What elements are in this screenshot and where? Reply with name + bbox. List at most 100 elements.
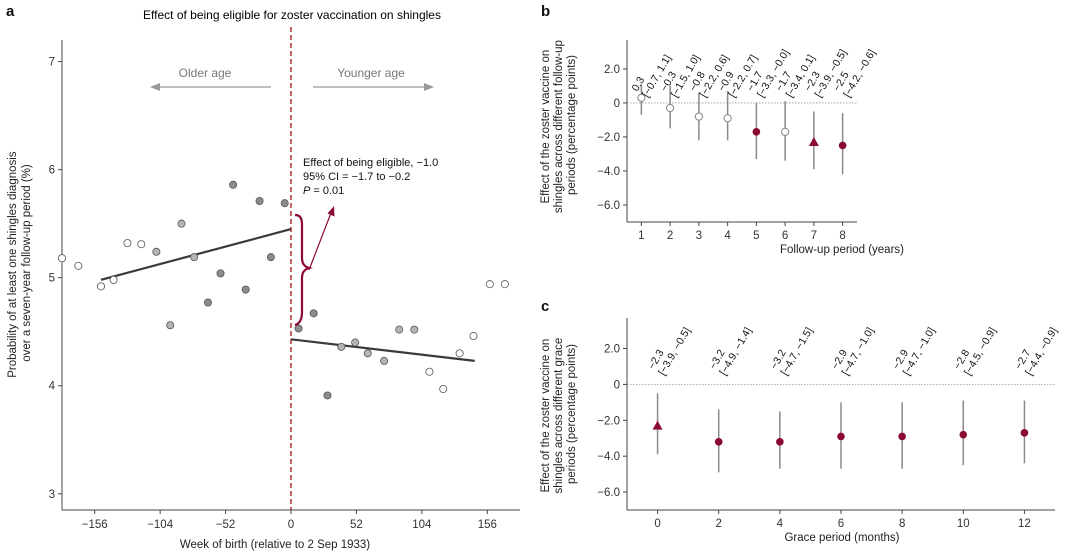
birth-week-point xyxy=(395,325,404,334)
panel-b-label: b xyxy=(541,3,550,20)
panel-c-estimate-label: −2.3[−3.9, −0.5] xyxy=(646,319,693,377)
birth-week-point xyxy=(166,321,175,330)
panel-a-x-tick-label: −104 xyxy=(147,519,174,531)
panel-b-estimate-point xyxy=(666,103,675,113)
birth-week-point xyxy=(97,282,106,291)
panel-c-estimate-label: −2.7[−4.4, −0.9] xyxy=(1013,319,1060,377)
birth-week-point xyxy=(152,247,161,256)
birth-week-point xyxy=(500,280,509,289)
panel-b-y-tick-label: −6.0 xyxy=(597,200,620,212)
younger-age-label: Younger age xyxy=(337,66,405,80)
panel-c-estimate-label: −2.8[−4.5, −0.9] xyxy=(951,319,998,377)
panel-b-x-tick-label: 3 xyxy=(696,230,702,242)
birth-week-point xyxy=(109,275,118,284)
panel-b-x-tick-label: 5 xyxy=(753,230,759,242)
panel-a-y-tick-label: 3 xyxy=(49,489,55,501)
birth-week-point xyxy=(177,219,186,228)
panel-c-ylabel-line-3: periods (percentage points) xyxy=(566,344,578,484)
panel-c-x-tick-label: 2 xyxy=(716,518,722,530)
panel-c-estimate-point xyxy=(776,438,784,446)
panel-b-x-tick-label: 7 xyxy=(811,230,817,242)
effect-annotation-line-1: Effect of being eligible, −1.0 xyxy=(303,157,438,169)
panel-c-xlabel: Grace period (months) xyxy=(784,532,899,544)
panel-a-points xyxy=(58,180,509,400)
effect-annotation-line-2: 95% CI = −1.7 to −0.2 xyxy=(303,171,410,183)
panel-b-x-tick-label: 2 xyxy=(667,230,673,242)
younger-age-arrow xyxy=(313,83,434,91)
panel-a-y-tick-label: 4 xyxy=(49,381,56,393)
panel-c-x-tick-label: 8 xyxy=(899,518,905,530)
panel-b-x-tick-label: 8 xyxy=(839,230,845,242)
panel-c-estimate-label: −3.2[−4.7, −1.5] xyxy=(768,319,815,377)
panel-c-estimate-point xyxy=(714,438,723,446)
panel-c-estimate-point xyxy=(898,432,906,441)
birth-week-point xyxy=(255,196,264,205)
birth-week-point xyxy=(216,269,225,278)
panel-a-label: a xyxy=(6,3,15,20)
p-symbol: P xyxy=(303,185,311,197)
panel-c-estimate-triangle xyxy=(652,420,663,430)
birth-week-point xyxy=(410,325,419,334)
panel-a-y-tick-label: 5 xyxy=(49,273,55,285)
birth-week-point xyxy=(363,349,372,358)
birth-week-point xyxy=(74,261,83,270)
panel-a-title: Effect of being eligible for zoster vacc… xyxy=(143,8,441,22)
panel-c-x-tick-label: 0 xyxy=(654,518,660,530)
panel-b: b Effect of the zoster vaccine on shingl… xyxy=(540,3,904,256)
panel-c-x-tick-label: 6 xyxy=(838,518,844,530)
panel-a-ylabel: Probability of at least one shingles dia… xyxy=(7,148,33,378)
panel-c-estimate-label: −2.9[−4.7, −1.0] xyxy=(890,319,937,377)
panel-b-xlabel: Follow-up period (years) xyxy=(780,244,904,256)
fit-line-younger xyxy=(290,338,475,362)
panel-c-ylabel-line-2: shingles across different grace xyxy=(553,338,565,494)
birth-week-point xyxy=(241,285,250,294)
panel-c-x-tick-label: 10 xyxy=(957,518,970,530)
birth-week-point xyxy=(425,367,434,376)
panel-a-x-tick-label: 104 xyxy=(412,519,432,531)
panel-a-axes: 3 4 5 6 7 −156 −104 −52 0 52 104 156 xyxy=(49,27,520,531)
effect-annotation-p-value: P = 0.01 xyxy=(303,185,344,197)
birth-week-point xyxy=(351,338,360,347)
panel-c: c Effect of the zoster vaccine on shingl… xyxy=(540,298,1060,544)
older-age-arrow xyxy=(150,83,271,91)
panel-b-ylabel-line-1: Effect of the zoster vaccine on xyxy=(540,50,552,204)
panel-b-x-tick-label: 1 xyxy=(638,230,644,242)
panel-b-plot: 2.00−2.0−4.0−6.01 2 3 4 5 6 7 80.3[−0.7, 1.1]−0… xyxy=(597,40,878,242)
panel-b-y-tick-label: 2.0 xyxy=(604,64,620,76)
panel-b-x-tick-label: 6 xyxy=(782,230,788,242)
panel-b-y-tick-label: −2.0 xyxy=(597,132,620,144)
birth-week-point xyxy=(58,254,67,263)
panel-a-x-tick-label: 52 xyxy=(350,519,363,531)
panel-c-plot: 2.0 0 −2.0 −4.0 −6.0 0 2 4 6 8 10 12 −2.3[−3.9, −0.5… xyxy=(597,318,1060,530)
panel-a-x-tick-label: −156 xyxy=(82,519,108,531)
panel-a-x-tick-label: −52 xyxy=(216,519,236,531)
birth-week-point xyxy=(203,298,212,307)
birth-week-point xyxy=(266,253,275,262)
birth-week-point xyxy=(123,239,132,248)
panel-b-estimate-triangle xyxy=(808,137,819,147)
panel-b-ylabel-line-2: shingles across different follow-up xyxy=(553,40,565,213)
panel-b-estimate-point xyxy=(752,128,761,136)
panel-c-y-tick-label: −4.0 xyxy=(597,451,620,463)
birth-week-point xyxy=(439,384,448,393)
panel-b-x-tick-label: 4 xyxy=(724,230,731,242)
panel-b-estimate-point xyxy=(781,127,790,136)
panel-c-x-tick-label: 12 xyxy=(1018,518,1031,530)
panel-a: a Effect of being eligible for zoster va… xyxy=(6,3,520,551)
panel-c-ylabel-line-1: Effect of the zoster vaccine on xyxy=(540,339,552,493)
panel-b-ylabel: Effect of the zoster vaccine on shingles… xyxy=(540,37,578,213)
birth-week-point xyxy=(309,309,318,318)
birth-week-point xyxy=(229,180,238,189)
panel-a-y-tick-label: 7 xyxy=(49,57,55,69)
birth-week-point xyxy=(280,199,289,208)
birth-week-point xyxy=(137,240,146,249)
panel-c-estimate-point xyxy=(1020,429,1029,437)
eligibility-effect-brace xyxy=(294,213,313,327)
p-value: = 0.01 xyxy=(310,185,344,197)
panel-b-y-tick-label: −4.0 xyxy=(597,166,620,178)
panel-c-x-tick-label: 4 xyxy=(777,518,784,530)
birth-week-point xyxy=(294,324,303,333)
panel-c-estimate-point xyxy=(959,430,968,439)
panel-b-estimate-point xyxy=(637,93,646,102)
